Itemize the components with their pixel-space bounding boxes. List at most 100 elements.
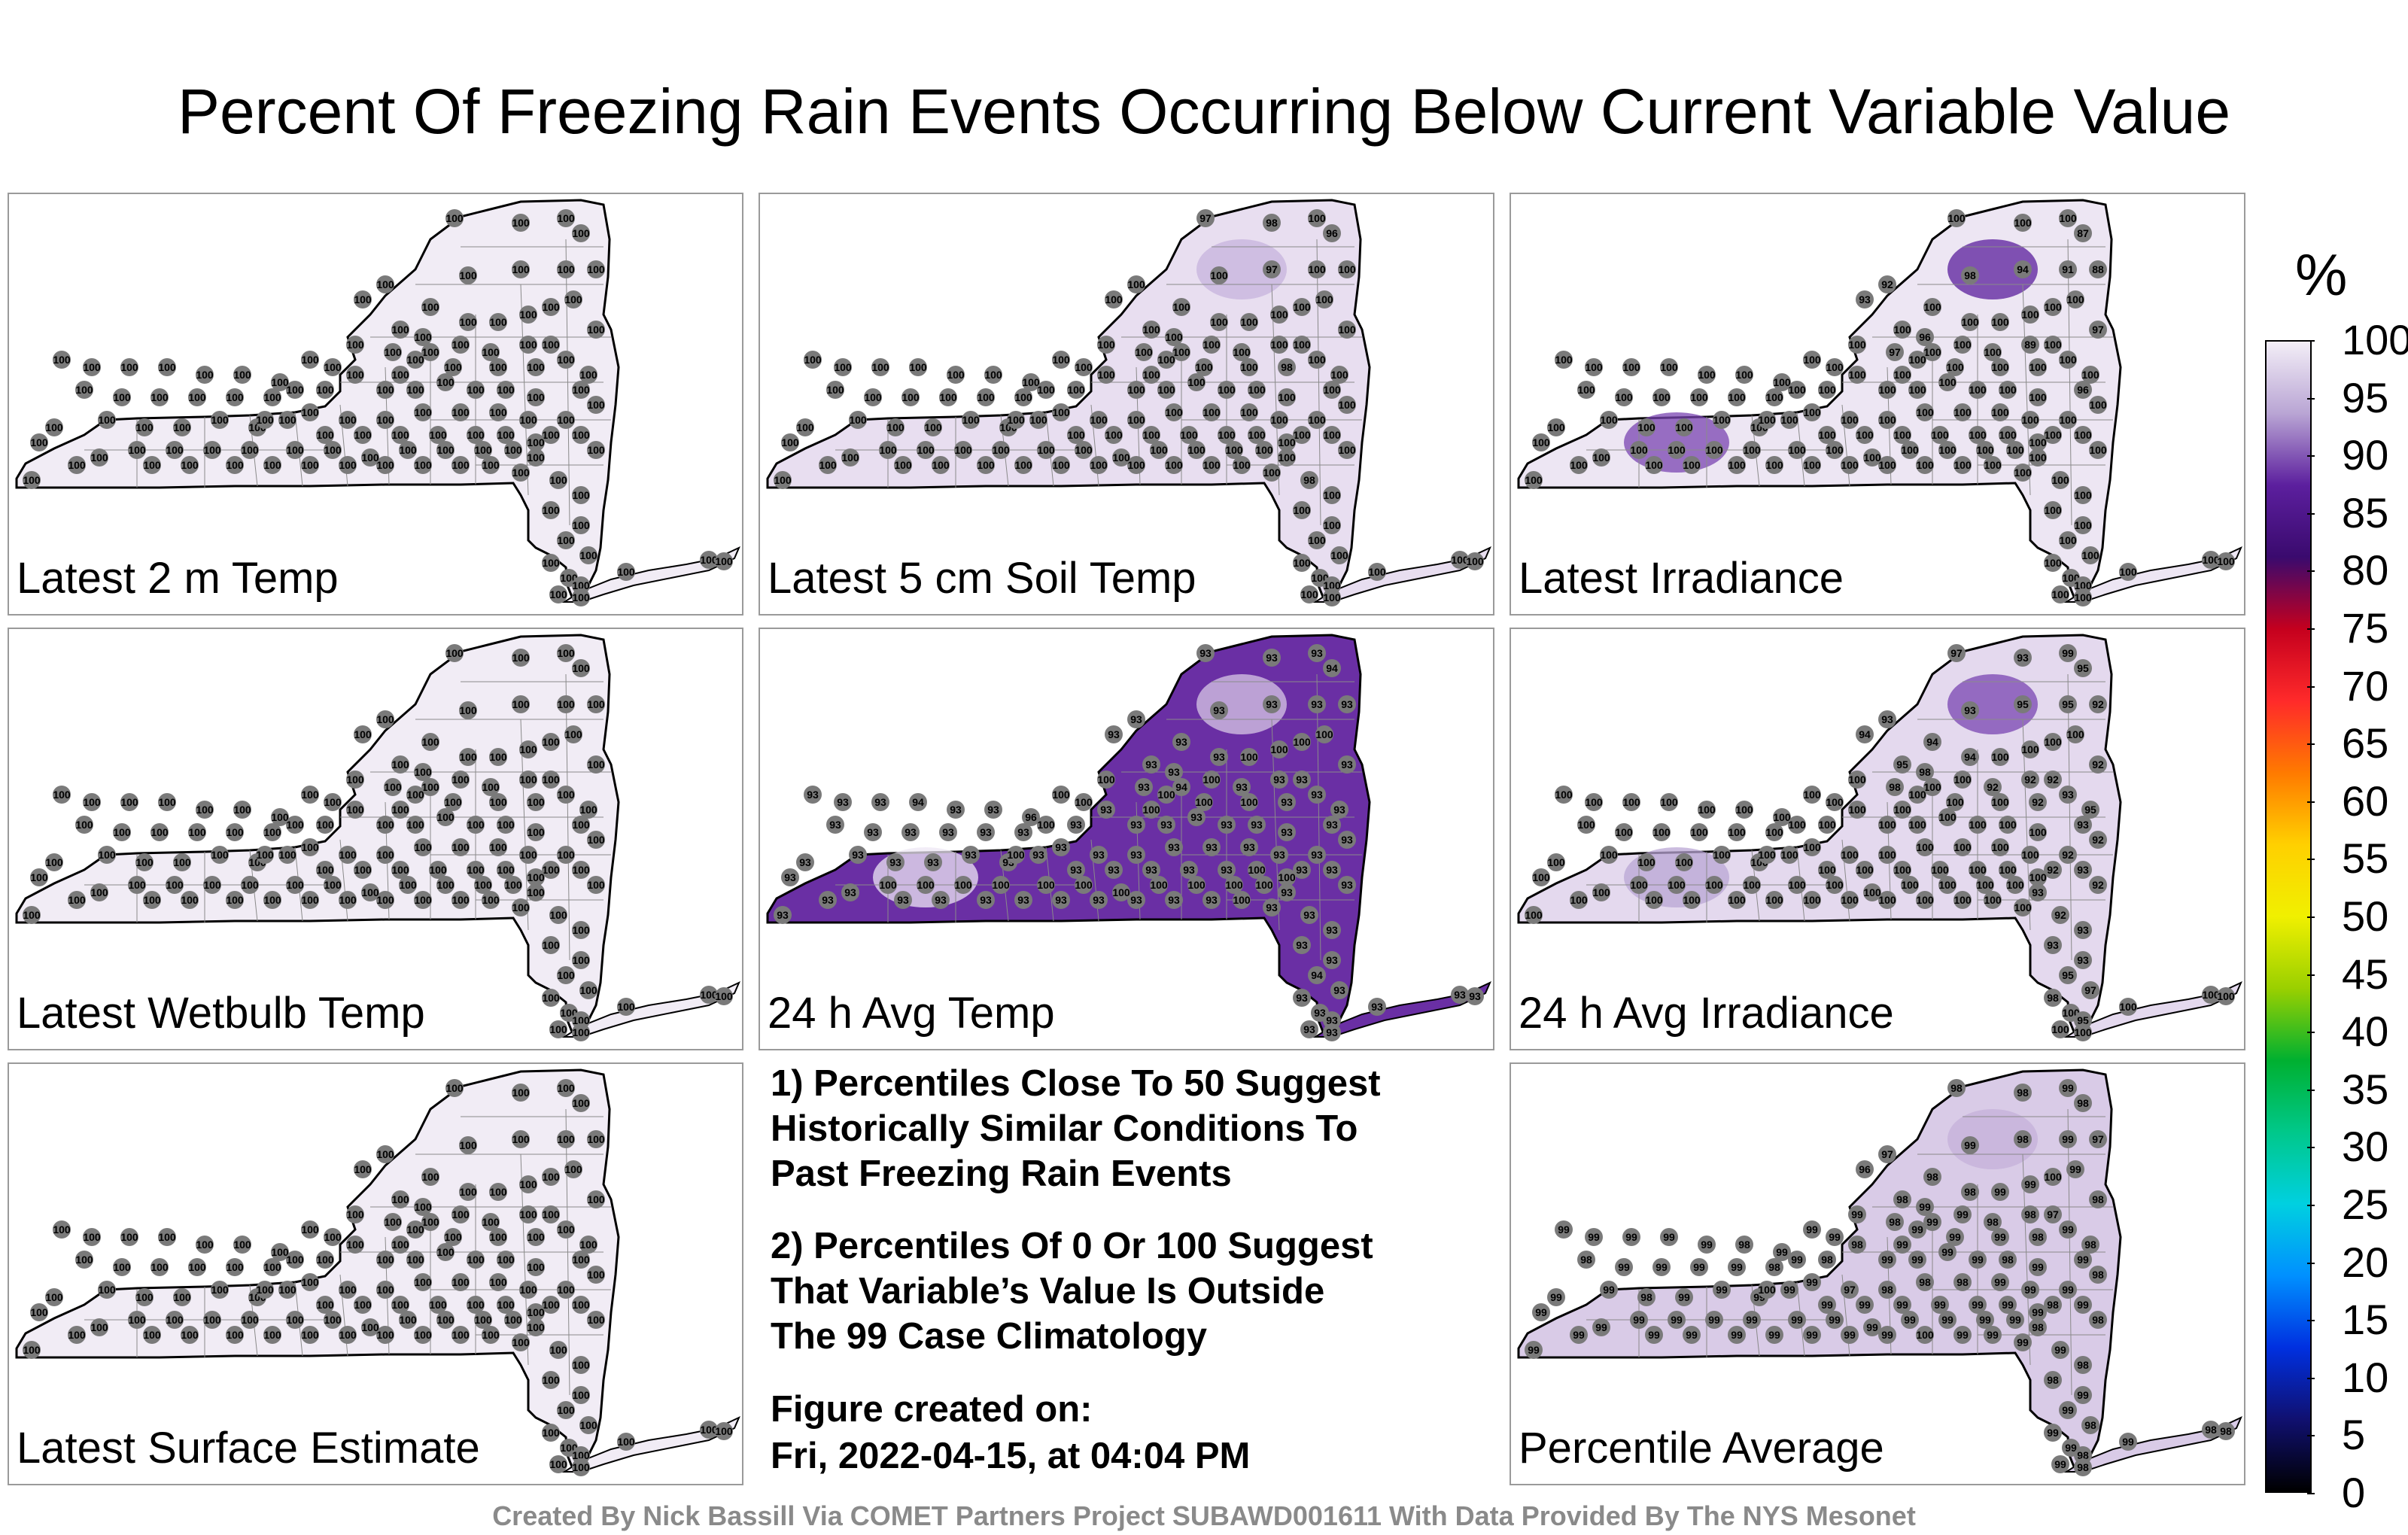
- station-dot: [557, 209, 575, 227]
- station-value: 100: [1848, 369, 1866, 381]
- station-value: 99: [1821, 1299, 1833, 1311]
- station-dot: [143, 1326, 161, 1344]
- station-marker: 100: [1645, 456, 1663, 474]
- station-value: 100: [1916, 841, 1934, 853]
- station-marker: 100: [557, 1079, 575, 1097]
- station-marker: 100: [316, 381, 334, 399]
- station-dot: [316, 1296, 334, 1314]
- station-dot: [1984, 1213, 2002, 1231]
- station-value: 100: [414, 1276, 432, 1288]
- station-marker: 99: [1976, 1311, 1994, 1329]
- station-marker: 100: [2089, 396, 2107, 414]
- station-marker: 100: [376, 891, 394, 909]
- station-dot: [271, 373, 289, 391]
- long-island-outline: [1312, 980, 1491, 1038]
- station-value: 99: [1972, 1299, 1984, 1311]
- station-value: 100: [30, 871, 48, 883]
- station-dot: [2089, 755, 2107, 774]
- station-marker: 100: [30, 1303, 48, 1321]
- station-marker: 98: [1984, 1213, 2002, 1231]
- station-dot: [1878, 1251, 1896, 1269]
- station-marker: 100: [715, 987, 733, 1005]
- station-marker: 100: [1007, 411, 1025, 429]
- station-dot: [1202, 838, 1221, 856]
- station-dot: [1856, 1160, 1874, 1178]
- station-marker: 93: [1278, 793, 1296, 811]
- station-value: 100: [166, 879, 184, 891]
- station-value: 99: [1671, 1314, 1683, 1326]
- station-marker: 100: [564, 290, 582, 309]
- station-dot: [2074, 659, 2092, 677]
- station-marker: 100: [954, 876, 972, 894]
- station-dot: [1765, 891, 1783, 909]
- station-value: 100: [557, 1133, 575, 1145]
- station-value: 100: [1225, 444, 1243, 456]
- station-marker: 93: [2059, 786, 2077, 804]
- station-value: 100: [1637, 856, 1655, 868]
- station-value: 100: [429, 864, 447, 876]
- station-value: 100: [211, 849, 229, 861]
- station-marker: 100: [572, 1458, 590, 1476]
- station-dot: [1735, 1236, 1753, 1254]
- station-value: 100: [1908, 384, 1926, 396]
- station-marker: 100: [909, 358, 927, 376]
- station-marker: 100: [346, 1236, 364, 1254]
- station-value: 100: [587, 1314, 605, 1326]
- station-marker: 100: [1157, 381, 1175, 399]
- station-dot: [1263, 464, 1281, 482]
- station-dot: [1893, 1190, 1911, 1208]
- station-marker: 100: [1826, 876, 1844, 894]
- station-value: 100: [1127, 414, 1145, 426]
- station-value: 99: [1806, 1276, 1818, 1288]
- station-value: 93: [1303, 1023, 1315, 1035]
- station-value: 100: [339, 414, 357, 426]
- station-value: 100: [1195, 796, 1213, 808]
- station-marker: 100: [587, 396, 605, 414]
- station-value: 99: [1595, 1321, 1607, 1333]
- station-marker: 100: [1953, 403, 1972, 421]
- station-marker: 100: [1765, 891, 1783, 909]
- station-value: 100: [301, 406, 319, 418]
- station-value: 100: [1818, 819, 1836, 831]
- station-dot: [572, 659, 590, 677]
- station-value: 94: [1175, 781, 1187, 793]
- station-dot: [1803, 403, 1821, 421]
- station-dot: [286, 876, 304, 894]
- station-marker: 100: [1195, 358, 1213, 376]
- station-value: 100: [579, 1419, 597, 1431]
- station-dot: [324, 1228, 342, 1246]
- station-value: 100: [1052, 354, 1070, 366]
- station-value: 100: [1293, 557, 1311, 569]
- station-dot: [467, 381, 485, 399]
- station-dot: [2119, 1433, 2137, 1451]
- station-marker: 100: [1585, 793, 1603, 811]
- station-dot: [1773, 1243, 1791, 1261]
- station-dot: [173, 418, 191, 436]
- station-marker: 100: [715, 552, 733, 570]
- station-value: 100: [1007, 849, 1025, 861]
- station-marker: 93: [1451, 986, 1469, 1004]
- station-dot: [879, 441, 897, 459]
- station-dot: [1218, 426, 1236, 444]
- station-dot: [579, 801, 597, 819]
- station-dot: [354, 290, 372, 309]
- station-marker: 100: [1165, 456, 1183, 474]
- station-marker: 100: [45, 1288, 63, 1306]
- station-marker: 99: [1728, 1258, 1746, 1276]
- station-dot: [1946, 1228, 1964, 1246]
- station-dot: [2089, 1266, 2107, 1284]
- station-dot: [2044, 298, 2062, 316]
- station-dot: [414, 328, 432, 346]
- station-dot: [1984, 1326, 2002, 1344]
- station-dot: [339, 456, 357, 474]
- station-value: 100: [1097, 339, 1115, 351]
- station-value: 100: [451, 339, 470, 351]
- station-marker: 100: [549, 471, 567, 489]
- station-value: 100: [414, 841, 432, 853]
- station-dot: [1773, 373, 1791, 391]
- station-marker: 100: [1675, 853, 1693, 871]
- station-value: 100: [68, 1329, 86, 1341]
- station-dot: [1293, 426, 1311, 444]
- station-marker: 99: [1969, 1296, 1987, 1314]
